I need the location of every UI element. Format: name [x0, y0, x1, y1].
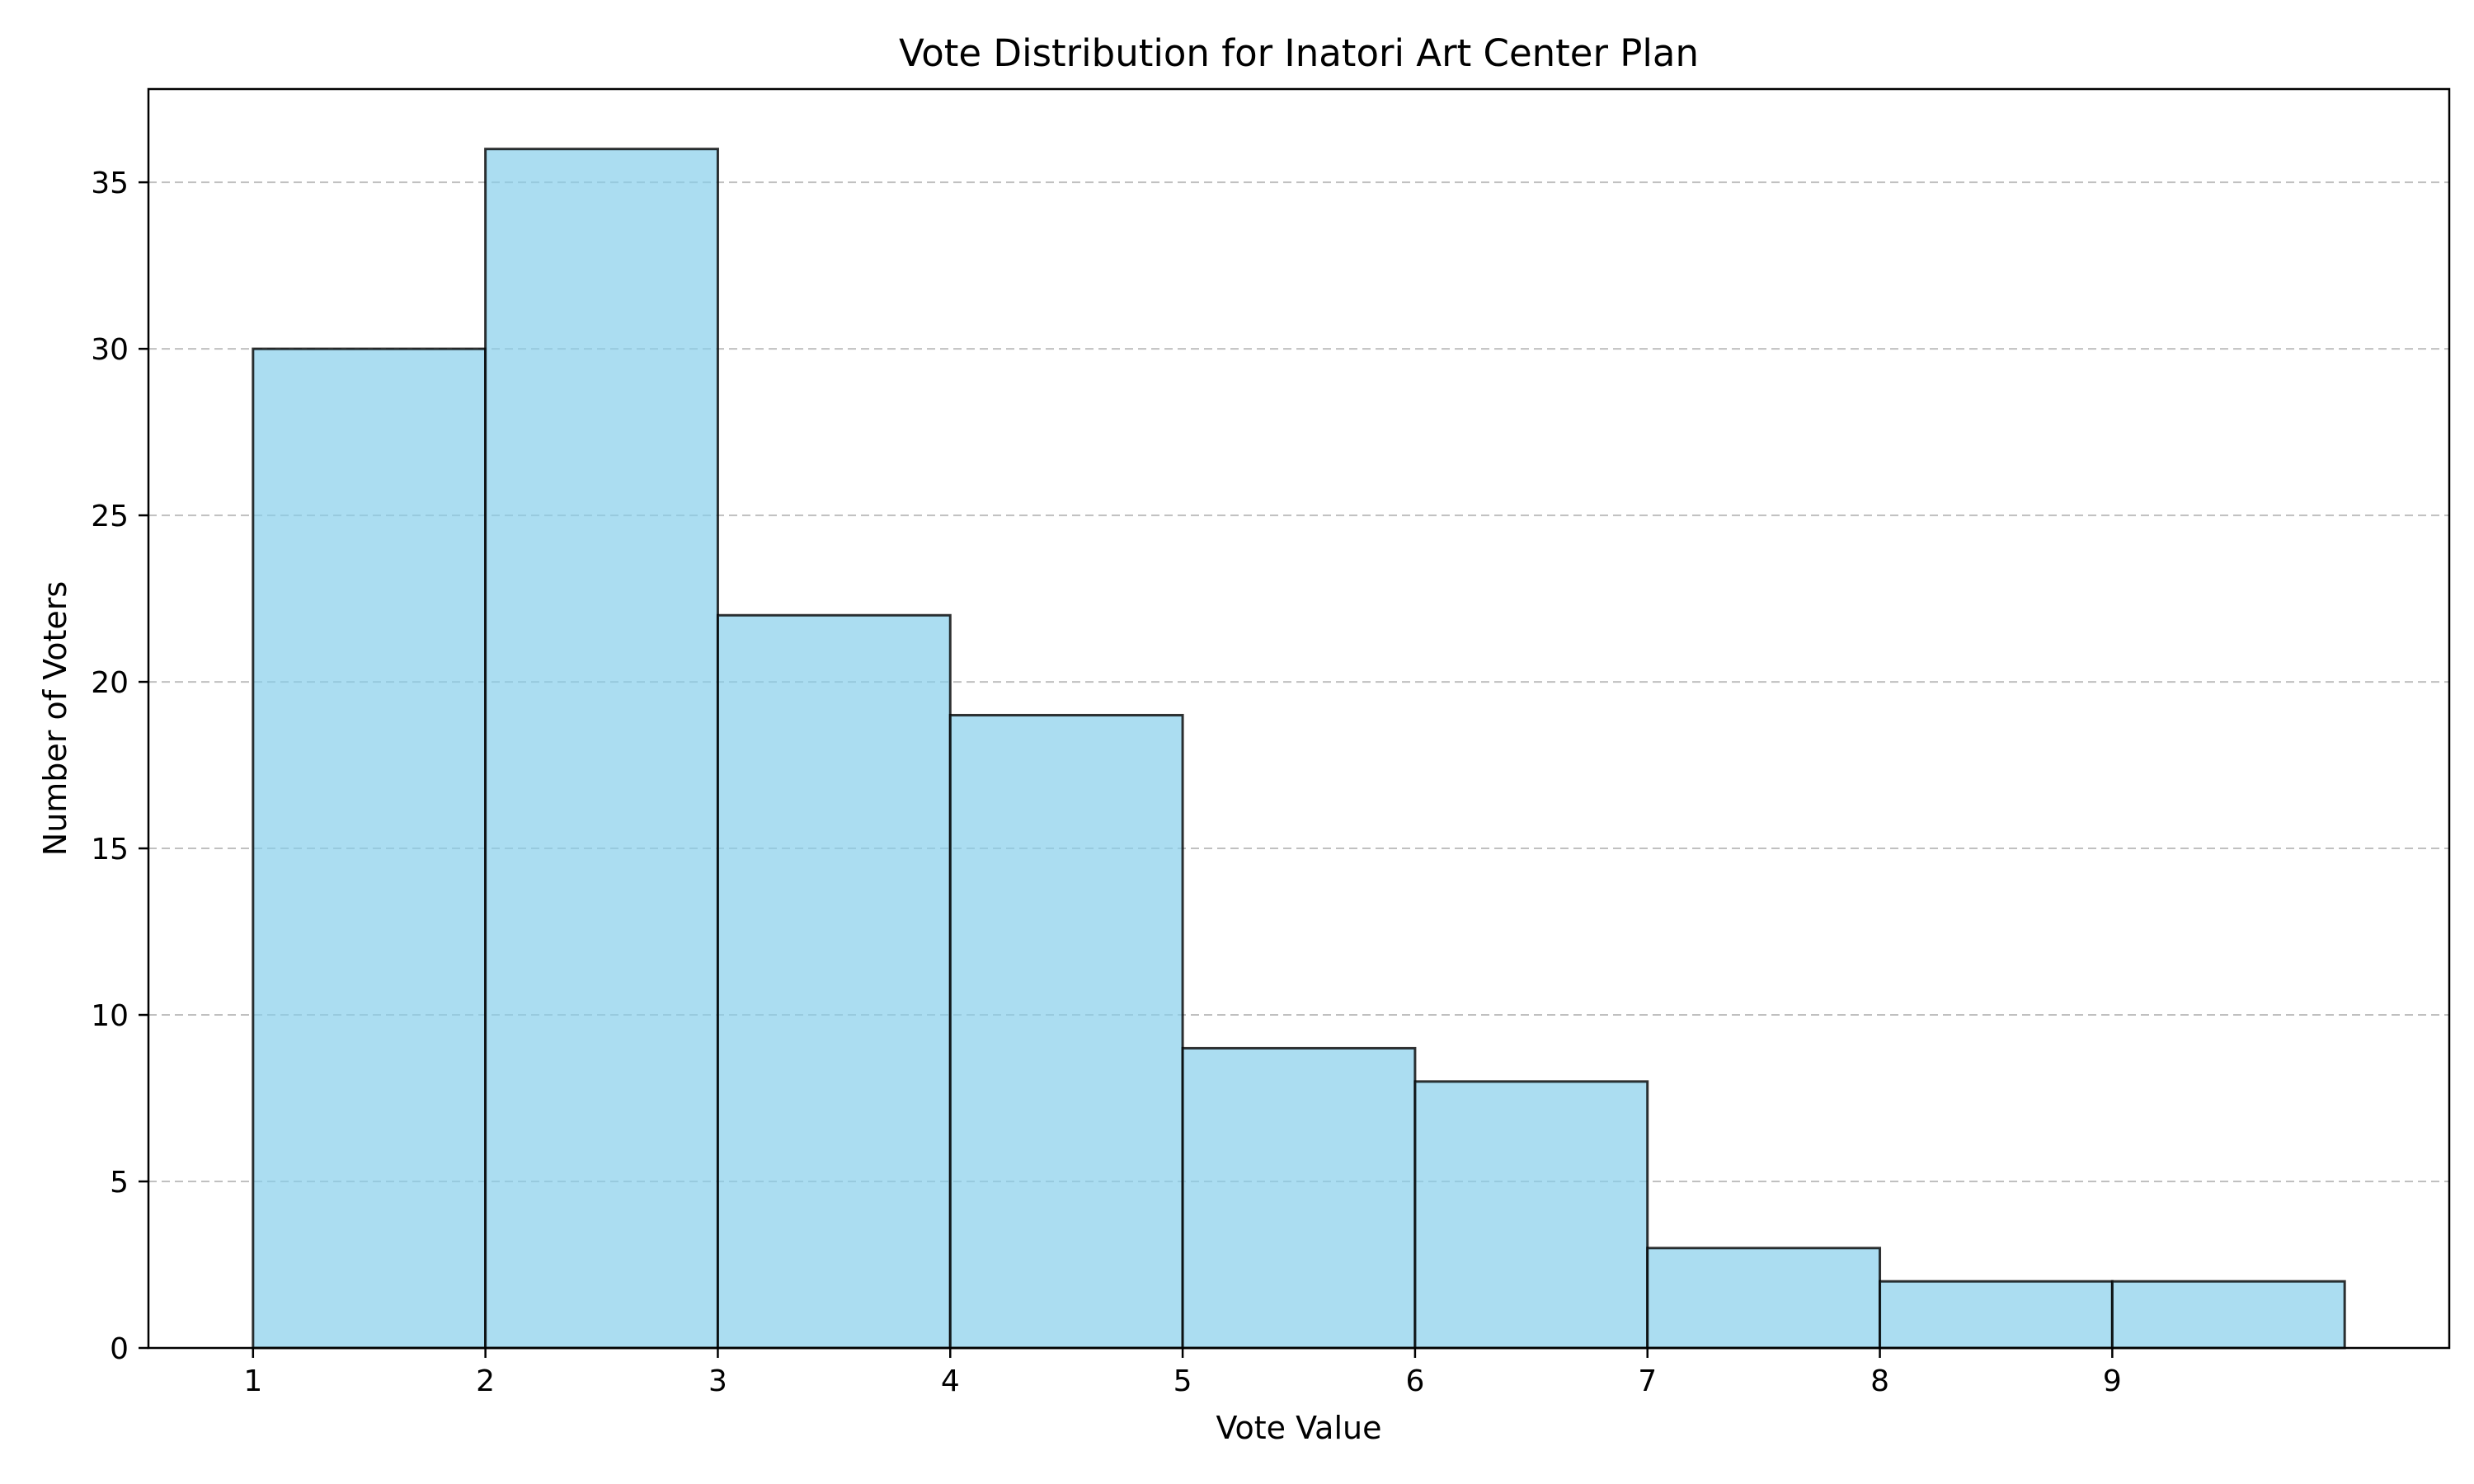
y-tick-label: 10	[91, 999, 129, 1033]
histogram-bar-3	[716, 613, 952, 1350]
y-tick-label: 0	[110, 1332, 129, 1366]
bars	[252, 148, 2346, 1350]
histogram-bar-2	[484, 148, 719, 1350]
y-tick-label: 30	[91, 333, 129, 367]
histogram-bar-1	[252, 347, 487, 1350]
histogram-bar-6	[1413, 1080, 1649, 1350]
x-tick-label: 4	[941, 1364, 960, 1398]
y-tick-label: 20	[91, 666, 129, 700]
chart-title: Vote Distribution for Inatori Art Center…	[899, 31, 1699, 75]
x-tick-label: 7	[1638, 1364, 1657, 1398]
y-axis-ticks: 0 5 10 15 20 25 30 35	[91, 167, 148, 1366]
x-tick-label: 9	[2103, 1364, 2122, 1398]
y-tick-label: 25	[91, 500, 129, 533]
x-tick-label: 2	[476, 1364, 495, 1398]
histogram-bar-8	[1879, 1280, 2114, 1350]
histogram-bar-4	[948, 713, 1184, 1350]
plot-frame	[147, 87, 2451, 1350]
histogram-bar-5	[1181, 1046, 1417, 1350]
x-tick-label: 3	[708, 1364, 727, 1398]
x-tick-label: 5	[1174, 1364, 1192, 1398]
histogram-bar-9	[2110, 1280, 2346, 1350]
x-axis-ticks: 1 2 3 4 5 6 7 8 9	[243, 1348, 2122, 1398]
y-tick-label: 15	[91, 833, 129, 866]
histogram-bar-7	[1646, 1247, 1882, 1350]
y-tick-label: 5	[110, 1166, 129, 1200]
x-tick-label: 6	[1405, 1364, 1424, 1398]
x-tick-label: 1	[243, 1364, 262, 1398]
y-tick-label: 35	[91, 167, 129, 200]
x-tick-label: 8	[1870, 1364, 1889, 1398]
x-axis-label: Vote Value	[1216, 1410, 1381, 1446]
y-axis-label: Number of Voters	[37, 581, 73, 856]
